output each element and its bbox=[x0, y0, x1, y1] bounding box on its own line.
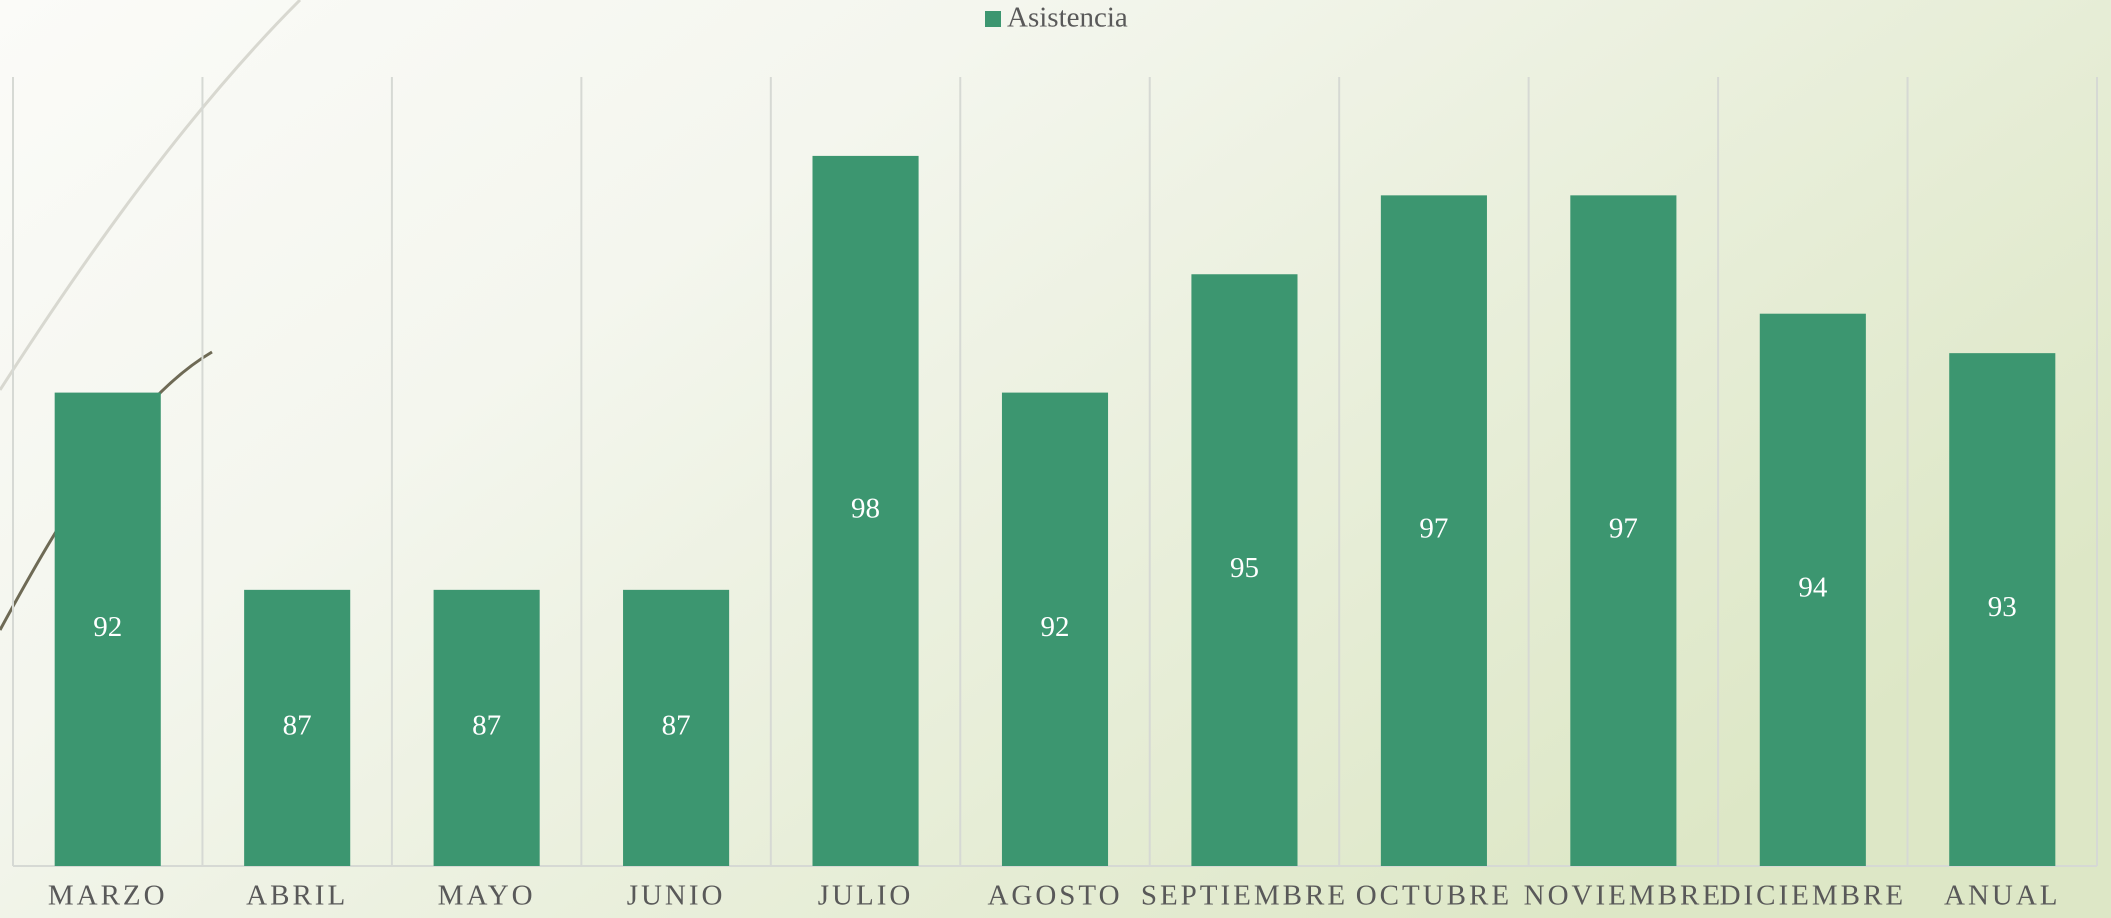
data-label: 94 bbox=[1798, 572, 1828, 604]
data-label: 92 bbox=[1041, 611, 1070, 643]
x-tick-label: OCTUBRE bbox=[1356, 880, 1512, 912]
data-label: 87 bbox=[472, 710, 501, 742]
data-label: 93 bbox=[1988, 591, 2017, 623]
data-label: 87 bbox=[662, 710, 691, 742]
chart: Asistencia MARZO ABRIL MAYO JUNIO JULIO AGOSTO… bbox=[0, 0, 2111, 918]
page: Asistencia MARZO ABRIL MAYO JUNIO JULIO AGOSTO… bbox=[0, 0, 2111, 918]
x-tick-label: JUNIO bbox=[627, 880, 726, 912]
data-label: 98 bbox=[851, 493, 880, 525]
x-tick-label: AGOSTO bbox=[987, 880, 1122, 912]
x-tick-label: NOVIEMBRE bbox=[1524, 880, 1723, 912]
data-label: 87 bbox=[283, 710, 312, 742]
x-tick-label: JULIO bbox=[818, 880, 914, 912]
x-tick-label: MARZO bbox=[48, 880, 168, 912]
legend-swatch bbox=[985, 11, 1001, 27]
x-tick-label: ANUAL bbox=[1944, 880, 2061, 912]
data-label: 92 bbox=[93, 611, 122, 643]
data-label: 97 bbox=[1419, 512, 1448, 544]
legend-label: Asistencia bbox=[1007, 2, 1128, 34]
x-tick-label: MAYO bbox=[438, 880, 536, 912]
x-tick-label: ABRIL bbox=[246, 880, 348, 912]
x-tick-label: SEPTIEMBRE bbox=[1141, 880, 1348, 912]
x-tick-label: DICIEMBRE bbox=[1720, 880, 1907, 912]
data-label: 97 bbox=[1609, 512, 1638, 544]
data-label: 95 bbox=[1230, 552, 1259, 584]
